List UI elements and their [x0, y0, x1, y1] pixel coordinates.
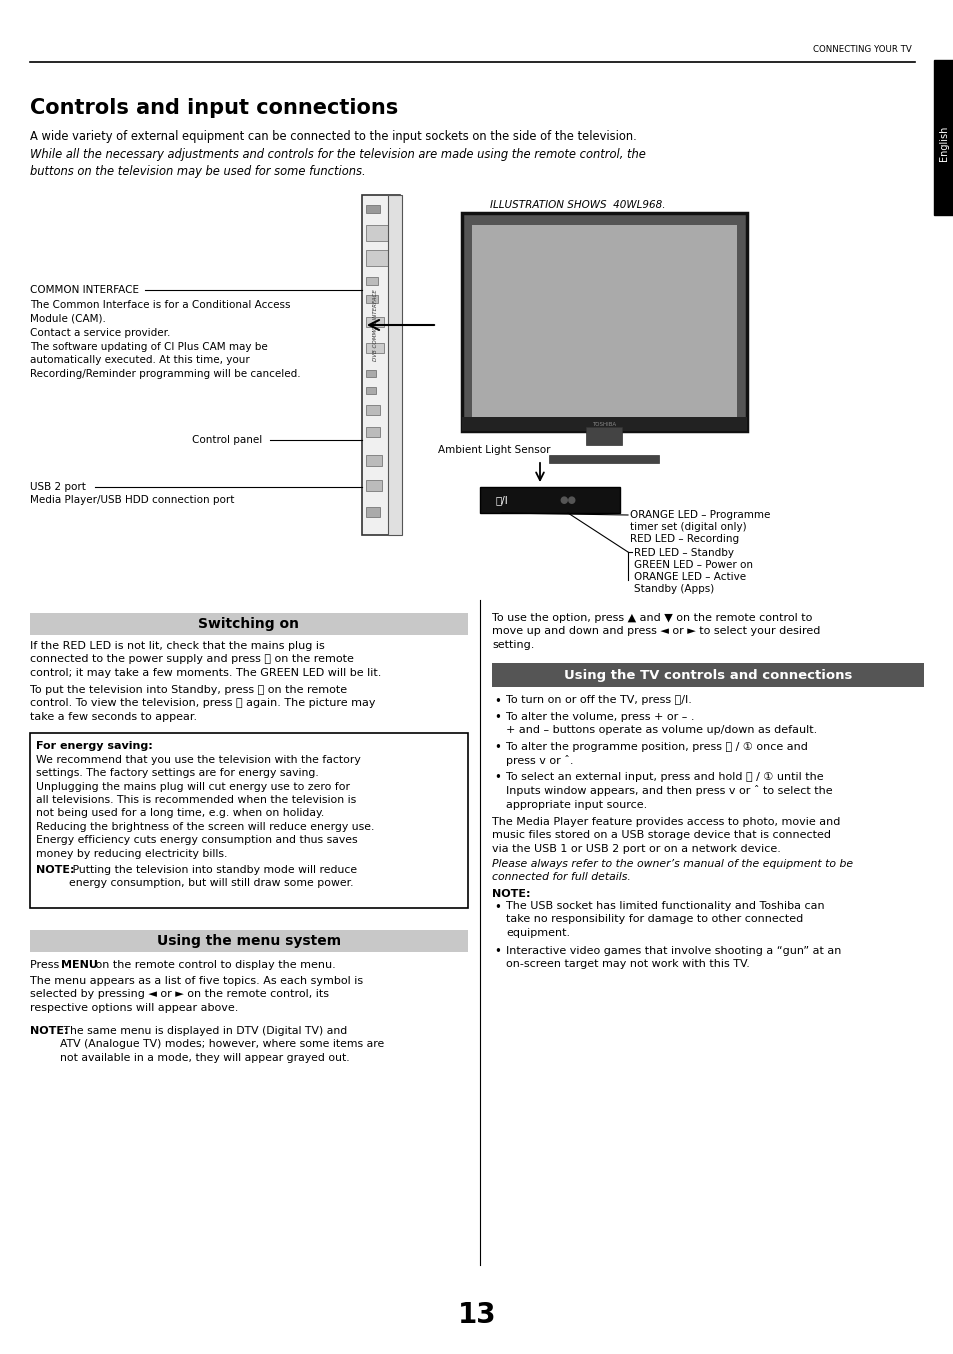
Bar [492, 663, 923, 686]
Text: The Common Interface is for a Conditional Access
Module (CAM).
Contact a service: The Common Interface is for a Conditiona… [30, 301, 300, 379]
Text: NOTE:: NOTE: [492, 890, 530, 899]
Bar [585, 427, 621, 445]
Bar [548, 455, 659, 463]
Bar [366, 317, 384, 328]
Text: TOSHIBA: TOSHIBA [592, 422, 616, 428]
Bar [30, 930, 468, 952]
Text: ORANGE LED – Programme: ORANGE LED – Programme [629, 510, 770, 520]
Bar [479, 487, 619, 513]
Text: Ambient Light Sensor: Ambient Light Sensor [437, 445, 550, 455]
Text: For energy saving:: For energy saving: [36, 741, 152, 751]
Bar [366, 481, 381, 492]
Text: We recommend that you use the television with the factory
settings. The factory : We recommend that you use the television… [36, 756, 374, 858]
Text: DVB COMMON INTERFACE: DVB COMMON INTERFACE [374, 288, 378, 362]
Bar [366, 387, 375, 394]
Text: •: • [494, 742, 501, 754]
Bar [30, 733, 468, 909]
Text: 13: 13 [457, 1301, 496, 1330]
Text: Using the TV controls and connections: Using the TV controls and connections [563, 669, 851, 681]
Text: Interactive video games that involve shooting a “gun” at an
on-screen target may: Interactive video games that involve sho… [505, 945, 841, 969]
Bar [933, 60, 953, 215]
Bar [388, 195, 401, 535]
Bar [366, 204, 379, 213]
Text: •: • [494, 772, 501, 784]
Text: A wide variety of external equipment can be connected to the input sockets on th: A wide variety of external equipment can… [30, 130, 636, 144]
Text: NOTE:: NOTE: [36, 865, 74, 875]
Text: RED LED – Recording: RED LED – Recording [629, 533, 739, 544]
Text: The same menu is displayed in DTV (Digital TV) and
ATV (Analogue TV) modes; howe: The same menu is displayed in DTV (Digit… [60, 1026, 384, 1063]
Bar [366, 455, 381, 466]
Bar [472, 225, 737, 422]
Bar [366, 343, 384, 353]
Text: To put the television into Standby, press ⓥ on the remote
control. To view the t: To put the television into Standby, pres… [30, 685, 375, 722]
Text: ORANGE LED – Active: ORANGE LED – Active [634, 571, 745, 582]
Text: Switching on: Switching on [198, 617, 299, 631]
Text: The Media Player feature provides access to photo, movie and
music files stored : The Media Player feature provides access… [492, 816, 840, 854]
Text: Using the menu system: Using the menu system [157, 934, 341, 948]
Text: English: English [938, 126, 948, 161]
Text: To alter the volume, press + or – .
+ and – buttons operate as volume up/down as: To alter the volume, press + or – . + an… [505, 711, 817, 735]
Bar [461, 213, 746, 431]
Text: GREEN LED – Power on: GREEN LED – Power on [634, 561, 752, 570]
Text: Press: Press [30, 960, 63, 969]
Text: Controls and input connections: Controls and input connections [30, 97, 397, 118]
Bar [366, 506, 379, 517]
Text: RED LED – Standby: RED LED – Standby [634, 548, 733, 558]
Bar [366, 250, 388, 265]
Bar [366, 295, 377, 303]
Text: ⏻/I: ⏻/I [496, 496, 508, 505]
Text: Media Player/USB HDD connection port: Media Player/USB HDD connection port [30, 496, 234, 505]
Text: To alter the programme position, press ⓟ / ① once and
press v or ˆ.: To alter the programme position, press ⓟ… [505, 742, 807, 766]
Text: If the RED LED is not lit, check that the mains plug is
connected to the power s: If the RED LED is not lit, check that th… [30, 640, 381, 678]
Text: •: • [494, 945, 501, 959]
Text: Standby (Apps): Standby (Apps) [634, 584, 714, 594]
Text: MENU: MENU [61, 960, 98, 969]
Text: on the remote control to display the menu.: on the remote control to display the men… [91, 960, 335, 969]
Text: •: • [494, 900, 501, 914]
Text: Putting the television into standby mode will reduce
energy consumption, but wil: Putting the television into standby mode… [69, 865, 356, 888]
Bar [366, 427, 379, 437]
Text: To select an external input, press and hold ⓟ / ① until the
Inputs window appear: To select an external input, press and h… [505, 772, 832, 810]
Text: timer set (digital only): timer set (digital only) [629, 523, 746, 532]
Text: To turn on or off the TV, press ⓥ/I.: To turn on or off the TV, press ⓥ/I. [505, 695, 691, 705]
Text: To use the option, press ▲ and ▼ on the remote control to
move up and down and p: To use the option, press ▲ and ▼ on the … [492, 613, 820, 650]
Text: Please always refer to the owner’s manual of the equipment to be
connected for f: Please always refer to the owner’s manua… [492, 858, 852, 881]
Text: While all the necessary adjustments and controls for the television are made usi: While all the necessary adjustments and … [30, 148, 645, 179]
Bar [366, 225, 388, 241]
Text: CONNECTING YOUR TV: CONNECTING YOUR TV [812, 46, 911, 54]
Text: •: • [494, 695, 501, 708]
Bar [30, 613, 468, 635]
Bar [366, 278, 377, 284]
Bar [366, 405, 379, 414]
Text: NOTE:: NOTE: [30, 1026, 69, 1036]
Text: The USB socket has limited functionality and Toshiba can
take no responsibility : The USB socket has limited functionality… [505, 900, 823, 938]
Text: •: • [494, 711, 501, 724]
Bar [361, 195, 399, 535]
Text: Control panel: Control panel [192, 435, 262, 445]
Text: The menu appears as a list of five topics. As each symbol is
selected by pressin: The menu appears as a list of five topic… [30, 976, 363, 1013]
Text: USB 2 port: USB 2 port [30, 482, 86, 492]
Text: ILLUSTRATION SHOWS  40WL968.: ILLUSTRATION SHOWS 40WL968. [490, 200, 665, 210]
Bar [366, 370, 375, 376]
Text: COMMON INTERFACE: COMMON INTERFACE [30, 284, 139, 295]
Bar [461, 417, 746, 431]
Text: ●●: ●● [558, 496, 576, 505]
